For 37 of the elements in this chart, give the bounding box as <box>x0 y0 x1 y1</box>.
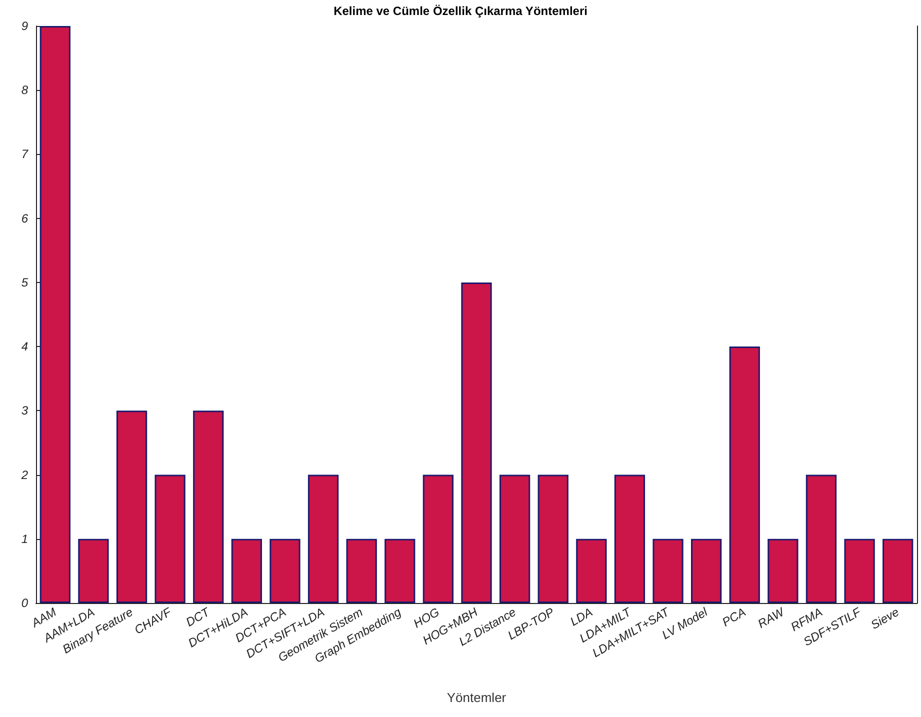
bar <box>422 474 454 603</box>
x-tick-label: PCA <box>720 604 748 630</box>
bar <box>882 538 914 603</box>
bar <box>614 474 646 603</box>
bar <box>461 282 492 603</box>
bar <box>652 538 684 603</box>
bar <box>116 410 148 603</box>
bar <box>729 346 760 603</box>
bar <box>538 474 568 603</box>
bar <box>231 538 262 603</box>
y-tick-label: 0 <box>21 596 28 610</box>
bar <box>270 538 300 603</box>
bar <box>40 26 70 603</box>
y-tick-label: 9 <box>21 19 28 33</box>
y-tick-label: 3 <box>21 404 28 418</box>
y-tick-label: 2 <box>20 468 28 482</box>
bar <box>384 538 416 603</box>
bar <box>806 474 837 603</box>
y-tick-label: 7 <box>21 147 30 162</box>
bar <box>844 538 875 603</box>
bar <box>768 538 798 603</box>
bar <box>78 538 109 603</box>
bar <box>308 474 339 603</box>
y-tick-label: 8 <box>21 83 28 98</box>
bar <box>499 474 530 603</box>
bar <box>346 538 377 603</box>
y-tick-label: 1 <box>21 532 28 546</box>
bar <box>154 474 186 603</box>
chart-title: Kelime ve Cümle Özellik Çıkarma Yöntemleri <box>334 4 588 18</box>
y-tick-label: 5 <box>21 275 28 290</box>
y-tick-label: 4 <box>21 340 28 354</box>
x-axis-title: Yöntemler <box>446 690 507 705</box>
x-tick-label: Sieve <box>868 604 902 632</box>
bar <box>576 538 607 603</box>
bar <box>691 538 722 603</box>
bar <box>193 410 224 603</box>
y-tick-label: 6 <box>21 211 28 226</box>
